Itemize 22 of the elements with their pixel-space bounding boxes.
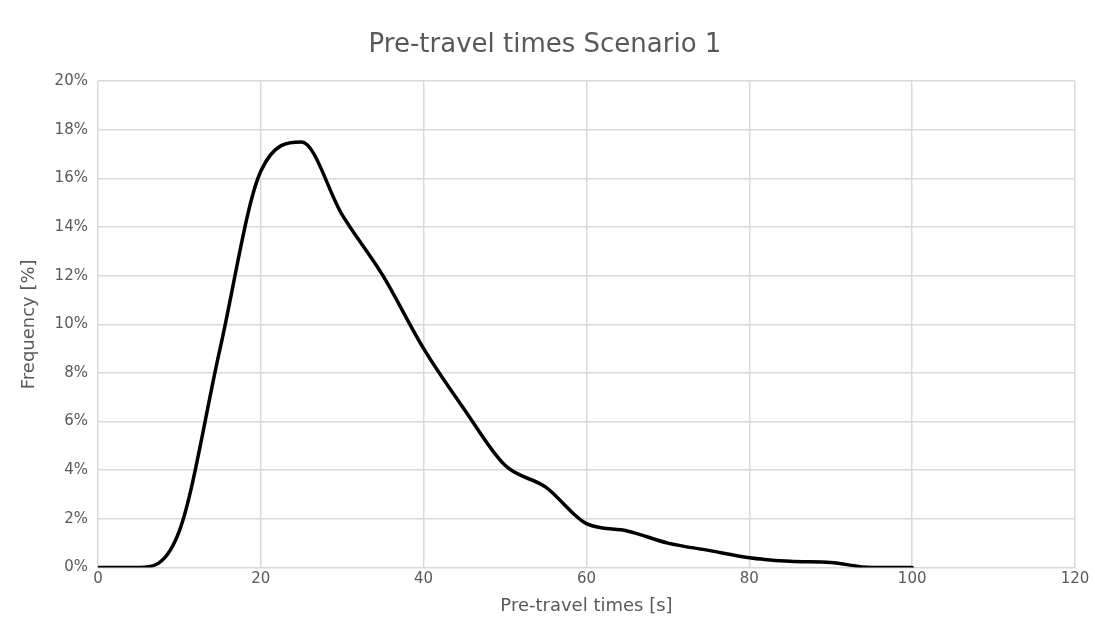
chart-title: Pre-travel times Scenario 1 [368,28,722,59]
y-tick-label: 14% [54,216,88,235]
x-tick-label: 120 [1060,569,1090,588]
y-tick-label: 16% [54,168,88,187]
x-tick-label: 100 [897,569,927,588]
x-tick-label: 20 [251,569,271,588]
y-tick-label: 10% [54,314,88,333]
x-tick-label: 40 [414,569,434,588]
y-tick-label: 18% [54,119,88,138]
y-tick-label: 0% [64,557,88,576]
y-axis-title: Frequency [%] [17,259,39,390]
y-tick-label: 8% [64,362,88,381]
y-tick-label: 4% [64,460,88,479]
y-tick-label: 2% [64,508,88,527]
y-tick-label: 12% [54,265,88,284]
x-axis-title: Pre-travel times [s] [500,593,673,615]
y-tick-label: 6% [64,411,88,430]
line-series [97,140,914,568]
x-tick-label: 60 [576,569,597,588]
x-tick-label: 0 [93,569,103,588]
y-tick-label: 20% [54,71,88,90]
x-tick-label: 80 [739,569,759,588]
